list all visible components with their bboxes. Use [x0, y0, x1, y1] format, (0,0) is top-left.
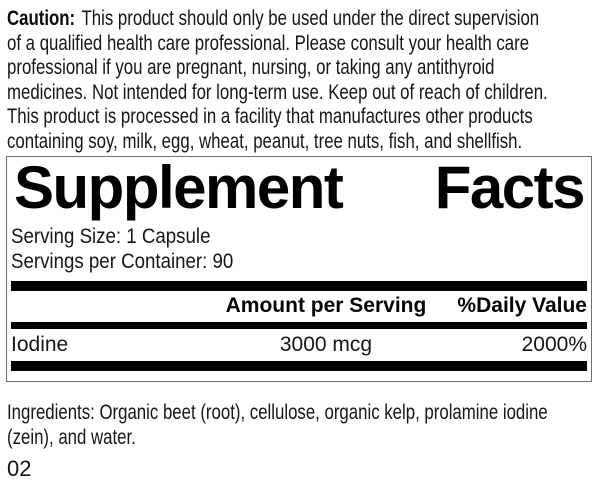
- caution-label: Caution:: [7, 7, 76, 30]
- caution-paragraph: Caution: This product should only be used…: [7, 7, 600, 154]
- serving-size: Serving Size: 1 Capsule: [11, 225, 211, 248]
- supplement-facts-title-word-left: Supplement: [14, 154, 344, 221]
- nutrient-daily-value: 2000%: [521, 333, 587, 356]
- nutrient-row-iodine: Iodine 3000 mcg 2000%: [11, 333, 587, 356]
- caution-line: medicines. Not intended for long-term us…: [7, 80, 548, 104]
- nutrient-amount: 3000 mcg: [279, 333, 373, 356]
- nutrient-name: Iodine: [11, 333, 69, 356]
- ingredients-line: Ingredients: Organic beet (root), cellul…: [7, 401, 548, 424]
- caution-line: professional if you are pregnant, nursin…: [7, 56, 495, 79]
- divider-bar-thick-top: [11, 281, 587, 291]
- ingredients-paragraph: Ingredients: Organic beet (root), cellul…: [7, 400, 600, 450]
- caution-line: of a qualified health care professional.…: [7, 31, 530, 55]
- amount-per-serving-header: Amount per Serving: [225, 294, 427, 317]
- daily-value-header: %Daily Value: [457, 294, 587, 317]
- caution-line: This product is processed in a facility …: [7, 105, 533, 128]
- divider-bar-thick-bottom: [11, 361, 587, 371]
- caution-line: containing soy, milk, egg, wheat, peanut…: [7, 129, 523, 153]
- label-code: 02: [7, 456, 32, 481]
- supplement-label-page: Caution: This product should only be used…: [0, 7, 600, 489]
- supplement-facts-title: Supplement Facts: [14, 154, 586, 221]
- serving-info: Serving Size: 1 Capsule Servings per Con…: [11, 224, 598, 274]
- caution-line: Caution: This product should only be used…: [7, 7, 600, 32]
- supplement-facts-panel: Supplement Facts Serving Size: 1 Capsule…: [6, 156, 592, 382]
- facts-header-row: Amount per Serving %Daily Value: [11, 294, 587, 317]
- ingredients-line: (zein), and water.: [7, 426, 136, 449]
- divider-bar-medium: [11, 322, 587, 329]
- supplement-facts-title-word-right: Facts: [434, 154, 586, 221]
- caution-line-text: This product should only be used under t…: [81, 7, 540, 30]
- servings-per-container: Servings per Container: 90: [11, 250, 234, 273]
